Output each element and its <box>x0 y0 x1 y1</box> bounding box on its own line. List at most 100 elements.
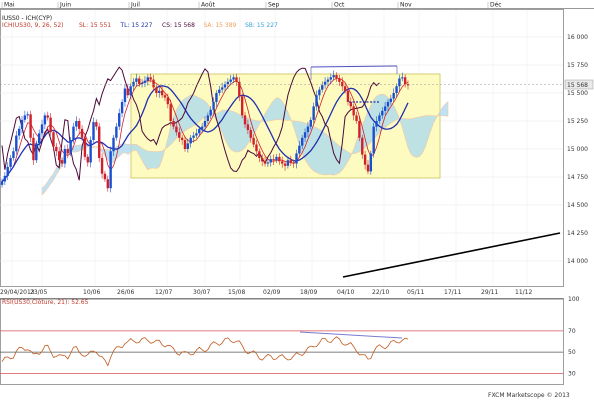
trend-line <box>342 232 561 278</box>
candle-body <box>43 115 47 125</box>
candle-body <box>120 101 124 114</box>
rsi-tick-label: 30 <box>568 370 576 377</box>
month-label: Août <box>201 2 215 9</box>
date-tick-label: 17/11 <box>444 289 461 296</box>
candle-body <box>35 143 38 161</box>
candle-body <box>186 143 190 149</box>
month-label: Juin <box>59 2 71 9</box>
candle-body <box>146 77 150 81</box>
month-label: Juil <box>130 2 140 9</box>
candle-body <box>60 160 64 164</box>
candle-body <box>252 137 255 145</box>
rsi-tick-label: 100 <box>568 296 580 303</box>
price-tick-label: 15 000 <box>567 146 588 153</box>
candle-body <box>389 98 393 102</box>
candle-body <box>69 140 72 154</box>
candle-body <box>75 121 78 127</box>
candle-body <box>243 115 247 125</box>
candle-body <box>89 140 92 163</box>
candle-body <box>123 88 127 102</box>
candle-body <box>212 101 215 110</box>
candle-body <box>349 101 353 107</box>
candle-body <box>366 164 370 172</box>
candle-body <box>383 106 387 111</box>
candle-body <box>140 82 144 85</box>
candle-body <box>57 151 61 161</box>
date-tick-label: 30/07 <box>193 289 210 296</box>
candlesticks <box>0 70 410 193</box>
candle-body <box>289 160 292 163</box>
rsi-panel-frame <box>0 298 564 385</box>
price-tick-label: 15 500 <box>567 90 588 97</box>
candle-body <box>158 90 161 93</box>
candle-body <box>15 135 18 152</box>
candle-body <box>209 109 212 116</box>
candle-body <box>155 87 158 93</box>
last-price-label: 15 568 <box>567 82 588 89</box>
month-labels: Mai Juin Juil Août Sep Oct Nov Déc <box>1 2 502 9</box>
candle-body <box>258 151 261 158</box>
candle-body <box>166 97 170 105</box>
indicator-title: IUSS0 - ICH(CYP) <box>2 15 52 22</box>
candle-body <box>52 132 55 147</box>
candle-body <box>369 153 373 172</box>
candle-body <box>23 115 27 120</box>
candle-body <box>172 121 175 127</box>
candle-body <box>309 119 312 127</box>
candle-body <box>143 80 147 83</box>
price-panel <box>0 9 564 287</box>
candle-body <box>218 89 221 93</box>
legend-entry: CS: 15 568 <box>162 22 195 29</box>
date-tick-label: 15/08 <box>228 289 245 296</box>
date-tick-label: 05/11 <box>407 289 424 296</box>
candle-body <box>278 156 281 162</box>
candle-body <box>95 122 98 127</box>
candle-body <box>286 160 290 166</box>
candle-body <box>266 162 270 164</box>
rsi-tick-label: 50 <box>568 349 576 356</box>
candle-body <box>163 95 167 98</box>
candle-body <box>269 159 272 163</box>
candle-body <box>246 124 250 130</box>
indicator-legend: ICH(US30, 9, 26, 52) SL: 15 551 TL: 15 227… <box>2 22 278 29</box>
candle-body <box>26 114 29 116</box>
candle-body <box>129 86 132 96</box>
candle-body <box>223 84 227 88</box>
candle-body <box>312 106 315 120</box>
candle-body <box>378 115 381 121</box>
price-tick-label: 15 250 <box>567 118 588 125</box>
resistance-line <box>310 65 398 68</box>
candle-body <box>341 81 344 87</box>
candle-body <box>115 126 118 138</box>
candle-body <box>175 126 178 133</box>
candle-body <box>149 77 152 80</box>
candle-body <box>37 133 41 144</box>
candle-body <box>138 78 141 85</box>
rsi-axis: 100 70 50 30 <box>568 296 580 377</box>
candle-body <box>203 121 207 127</box>
rsi-title: RSI(US30,Clôture, 21): 52.65 <box>2 299 89 306</box>
date-tick-label: 23/05 <box>30 289 47 296</box>
candle-body <box>63 149 67 164</box>
candle-body <box>335 75 338 79</box>
candle-body <box>283 163 287 166</box>
candle-body <box>323 81 327 86</box>
month-label: Nov <box>400 2 412 9</box>
candle-body <box>192 135 195 138</box>
date-tick-label: 22/10 <box>372 289 389 296</box>
candle-body <box>329 77 333 80</box>
candle-body <box>152 79 155 88</box>
candle-body <box>301 137 304 146</box>
candle-body <box>381 110 384 116</box>
candle-body <box>132 81 135 87</box>
candle-body <box>160 90 164 96</box>
candle-body <box>12 151 15 158</box>
candle-body <box>355 115 358 121</box>
candle-body <box>232 77 235 80</box>
rsi-line <box>1 336 409 367</box>
month-label: Sep <box>268 2 280 9</box>
price-axis: 14 000 14 250 14 500 14 750 15 000 15 250 15 5… <box>567 34 588 265</box>
date-tick-label: 29/11 <box>481 289 498 296</box>
